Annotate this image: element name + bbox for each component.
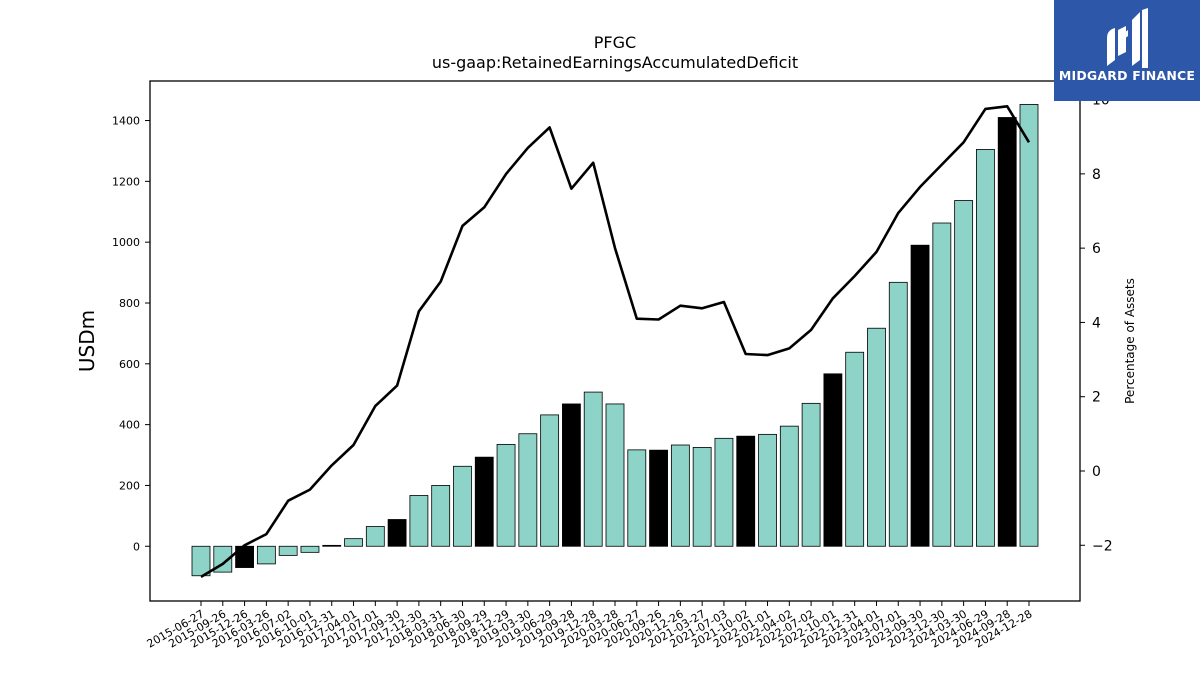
- bar-2020-06-27: [627, 449, 647, 547]
- y2-tick-label: 0: [1092, 464, 1101, 480]
- y2-axis: −20246810: [1080, 93, 1113, 554]
- bar-2019-12-28: [583, 391, 603, 547]
- y-tick-label: 1400: [112, 115, 140, 128]
- bar-2024-06-29: [976, 149, 995, 547]
- chart-subtitle: us-gaap:RetainedEarningsAccumulatedDefic…: [432, 53, 798, 72]
- bar-2020-09-26: [649, 449, 668, 547]
- y2-tick-label: 8: [1092, 167, 1101, 183]
- bar-2016-10-01: [300, 545, 320, 553]
- y2-tick-label: 2: [1092, 390, 1101, 406]
- bar-2019-06-29: [540, 414, 560, 547]
- brand-logo: MIDGARD FINANCE: [1054, 0, 1200, 101]
- bar-2016-03-26: [256, 545, 276, 565]
- bar-2016-07-02: [278, 545, 298, 556]
- bar-2022-04-02: [779, 425, 799, 547]
- bar-2024-12-28: [1019, 104, 1039, 547]
- y-tick-label: 1000: [112, 236, 140, 249]
- bars-layer: [191, 104, 1039, 577]
- bar-2022-12-31: [845, 351, 865, 547]
- bar-2023-04-01: [867, 327, 886, 547]
- bar-2021-03-27: [692, 447, 712, 547]
- y-tick-label: 200: [119, 479, 140, 492]
- bar-2022-01-01: [758, 433, 777, 547]
- bar-2020-12-26: [670, 444, 690, 547]
- y2-tick-label: −2: [1092, 538, 1113, 554]
- bar-2017-04-01: [344, 538, 363, 547]
- bar-2018-09-29: [474, 456, 494, 547]
- bar-2017-07-01: [365, 526, 385, 547]
- bar-2015-06-27: [191, 545, 211, 577]
- y-tick-label: 1200: [112, 175, 140, 188]
- y2-axis-label: Percentage of Assets: [1123, 278, 1137, 404]
- y2-tick-label: 6: [1092, 241, 1101, 257]
- bar-2024-09-28: [997, 117, 1017, 547]
- line-layer: [200, 105, 1031, 579]
- percentage-of-assets-line: [200, 105, 1031, 579]
- y-tick-label: 0: [133, 540, 140, 553]
- bar-2021-10-02: [736, 435, 756, 547]
- brand-logo-text: MIDGARD FINANCE: [1058, 68, 1196, 83]
- brand-mark-icon: [1107, 8, 1148, 70]
- bar-2016-12-31: [322, 544, 342, 547]
- x-axis: 2015-06-272015-09-262015-12-262016-03-26…: [145, 601, 1035, 651]
- y-axis-label: USDm: [75, 310, 99, 372]
- bar-2023-09-30: [910, 244, 930, 547]
- bar-2017-09-30: [387, 519, 407, 547]
- bar-2017-12-30: [409, 495, 429, 547]
- y-tick-label: 400: [119, 419, 140, 432]
- bar-2021-07-03: [714, 437, 734, 547]
- y2-tick-label: 4: [1092, 315, 1101, 331]
- bar-2024-03-30: [954, 200, 974, 547]
- y-axis: 0 200 400 600 800 1000 1200 1400: [112, 115, 150, 553]
- bar-2019-09-28: [562, 403, 581, 547]
- y-tick-label: 800: [119, 297, 140, 310]
- bar-2018-12-29: [496, 443, 516, 547]
- bar-2019-03-30: [518, 433, 538, 547]
- y-tick-label: 600: [119, 358, 140, 371]
- bar-2022-10-01: [823, 373, 843, 547]
- bar-2023-12-30: [932, 222, 952, 547]
- bar-2022-07-02: [801, 402, 821, 547]
- chart-title: PFGC: [594, 33, 636, 52]
- bar-2018-03-31: [431, 485, 451, 547]
- bar-2023-07-01: [888, 281, 908, 547]
- bar-2018-06-30: [453, 465, 472, 547]
- bar-2020-03-28: [605, 403, 625, 547]
